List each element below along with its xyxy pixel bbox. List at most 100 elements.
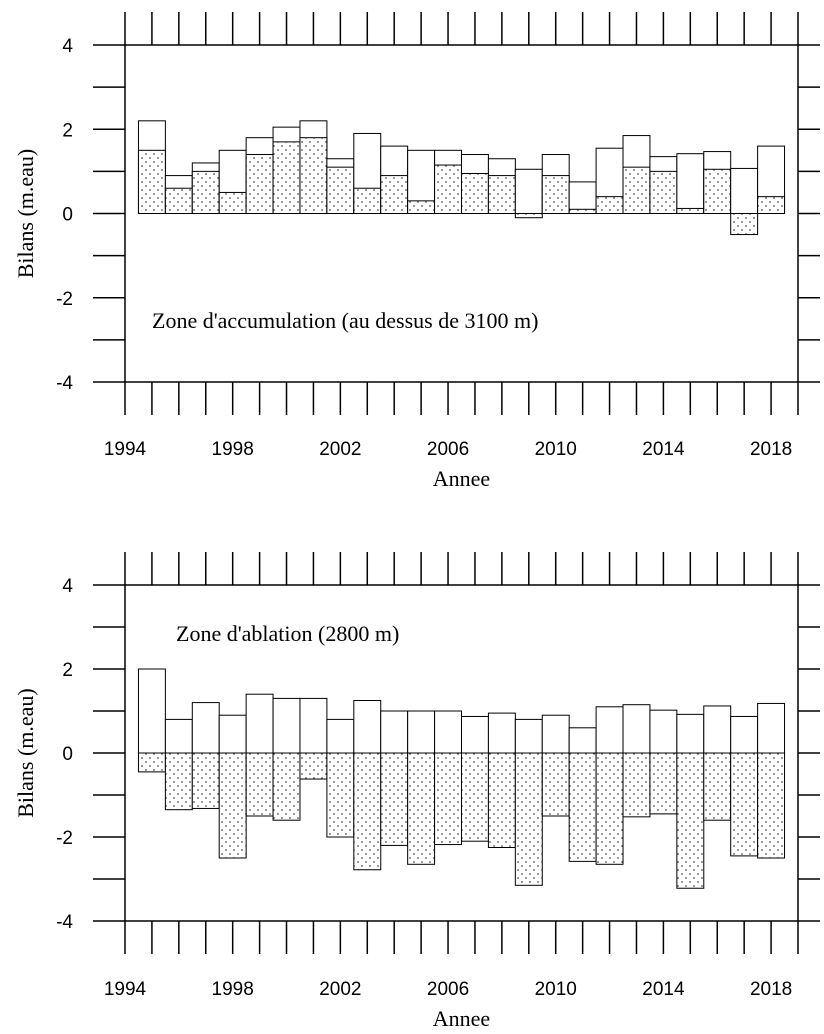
bar-dotted (676, 207, 705, 215)
y-tick-label: -4 (56, 373, 73, 394)
bar-dotted (514, 213, 543, 219)
bar-dotted (380, 175, 409, 214)
bar-dotted (595, 752, 624, 865)
x-tick-label: 2018 (750, 439, 792, 460)
bar-open (649, 709, 678, 754)
bar-open (299, 697, 328, 754)
bar-open (514, 168, 543, 215)
bar-dotted (487, 175, 516, 214)
bar-dotted (541, 175, 570, 214)
bar-dotted (541, 752, 570, 817)
x-axis-title: Annee (433, 466, 490, 491)
bar-dotted (407, 752, 436, 865)
bar-dotted (218, 752, 247, 859)
bar-dotted (272, 752, 301, 821)
bar-dotted (649, 170, 678, 214)
bar-dotted (245, 154, 274, 214)
x-tick-label: 2010 (535, 979, 577, 1000)
chart-panel-2: 4 2 0 -2 -4 1994 1998 2002 2006 2010 2014 2018 Annee… (13, 552, 820, 1031)
y-tick-label: 2 (62, 120, 73, 141)
bar-dotted (353, 752, 382, 871)
bar-open (191, 702, 220, 754)
y-axis-title: Bilans (m.eau) (13, 688, 38, 818)
x-tick-label: 1994 (104, 979, 147, 1000)
bar-dotted (326, 752, 355, 838)
bar-dotted (137, 149, 166, 214)
bar-open (164, 718, 193, 754)
bar-dotted (568, 208, 597, 215)
bar-open (622, 704, 651, 754)
bar-dotted (703, 752, 732, 821)
bar-open (676, 153, 705, 214)
bar-dotted (757, 196, 786, 214)
bar-open (218, 714, 247, 754)
y-tick-label: 4 (62, 576, 73, 597)
bar-dotted (622, 166, 651, 215)
bar-dotted (191, 752, 220, 809)
bar-dotted (380, 752, 409, 846)
bar-dotted (218, 191, 247, 214)
bar-dotted (137, 752, 166, 773)
bar-open (326, 718, 355, 754)
bar-open (595, 706, 624, 754)
y-tick-label: -2 (56, 289, 73, 310)
x-tick-label: 2006 (427, 979, 469, 1000)
bar-open (541, 714, 570, 754)
bar-open (730, 715, 759, 754)
bar-dotted (353, 187, 382, 215)
bar-open (380, 710, 409, 754)
bar-dotted (434, 752, 462, 846)
bar-open (434, 710, 462, 754)
x-tick-label: 1994 (104, 439, 147, 460)
bar-open (137, 668, 166, 754)
x-tick-label: 1998 (212, 439, 254, 460)
x-tick-label: 2018 (750, 979, 792, 1000)
bar-dotted (461, 752, 489, 842)
bar-open (514, 718, 543, 754)
bar-dotted (568, 752, 597, 862)
bar-open (407, 710, 436, 754)
bar-dotted (461, 172, 489, 214)
bar-dotted (164, 752, 193, 811)
bar-dotted (434, 164, 462, 214)
bar-dotted (595, 196, 624, 214)
x-tick-label: 2002 (319, 439, 361, 460)
bar-dotted (487, 752, 516, 848)
bar-open (461, 715, 489, 754)
x-tick-label: 2006 (427, 439, 469, 460)
bar-dotted (622, 752, 651, 818)
bar-dotted (245, 752, 274, 817)
chart-panel-1: 4 2 0 -2 -4 1994 1998 2002 2006 2010 2014 2018 Annee… (13, 12, 820, 491)
x-axis-title: Annee (433, 1006, 490, 1031)
zone-annotation: Zone d'ablation (2800 m) (176, 621, 399, 646)
bar-dotted (272, 141, 301, 214)
bar-dotted (676, 752, 705, 889)
y-tick-label: 4 (62, 36, 73, 57)
bar-dotted (757, 752, 786, 859)
y-tick-label: 0 (62, 744, 73, 765)
y-tick-label: -4 (56, 912, 73, 933)
bar-dotted (191, 170, 220, 214)
x-tick-label: 2010 (535, 439, 577, 460)
bar-dotted (164, 187, 193, 215)
bar-dotted (299, 137, 328, 214)
bar-dotted (703, 168, 732, 215)
bar-open (568, 181, 597, 214)
bar-open (730, 167, 759, 215)
bar-open (703, 705, 732, 754)
bar-dotted (730, 752, 759, 857)
bar-dotted (326, 166, 355, 215)
zone-annotation: Zone d'accumulation (au dessus de 3100 m… (152, 308, 538, 333)
y-tick-label: 0 (62, 205, 73, 226)
bar-open (245, 693, 274, 754)
y-tick-label: -2 (56, 828, 73, 849)
x-tick-label: 1998 (212, 979, 254, 1000)
y-tick-label: 2 (62, 660, 73, 681)
bar-open (568, 727, 597, 754)
bar-open (272, 697, 301, 754)
bar-dotted (730, 213, 759, 236)
bar-open (487, 712, 516, 754)
x-tick-label: 2014 (642, 439, 685, 460)
x-tick-label: 2002 (319, 979, 361, 1000)
